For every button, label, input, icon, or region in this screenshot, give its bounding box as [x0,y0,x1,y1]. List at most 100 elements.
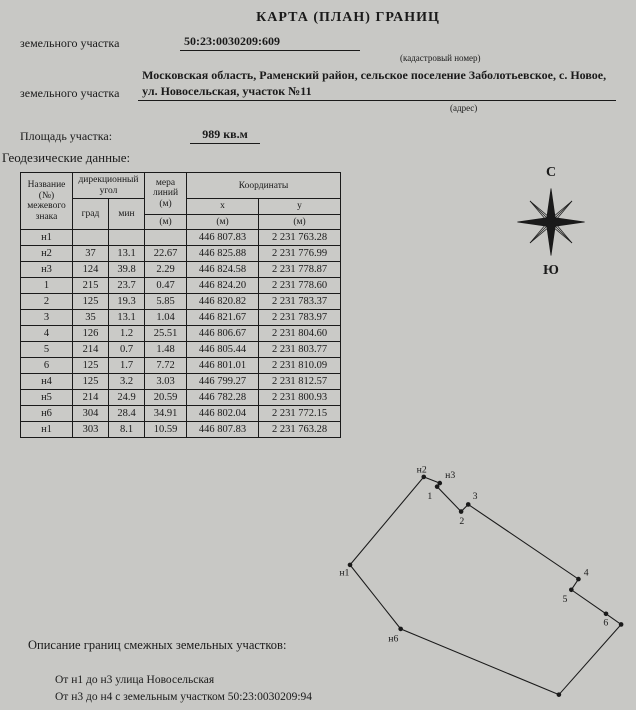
cell-y: 2 231 804.60 [259,326,341,342]
cell-x: 446 807.83 [187,230,259,246]
cell-m: 0.7 [109,342,145,358]
table-row: н521424.920.59446 782.282 231 800.93 [21,390,341,406]
parcel-point [557,692,562,697]
cell-d: 303 [73,422,109,438]
cell-m: 28.4 [109,406,145,422]
cell-m: 8.1 [109,422,145,438]
cell-y: 2 231 763.28 [259,422,341,438]
descr-title: Описание границ смежных земельных участк… [28,638,286,653]
th-len-unit: (м) [145,214,187,229]
cell-l: 7.72 [145,358,187,374]
descr-line: От н1 до н3 улица Новосельская [55,672,312,689]
cell-d: 214 [73,342,109,358]
cell-m: 13.1 [109,246,145,262]
cell-m: 1.7 [109,358,145,374]
compass-north: С [511,165,591,181]
parcel-point-label: н1 [339,568,349,579]
th-angle: дирекционный угол [73,173,145,199]
cell-d: 124 [73,262,109,278]
cell-n: н5 [21,390,73,406]
geodetic-table: Название (№) межевого знака дирекционный… [20,172,341,438]
table-row: 33513.11.04446 821.672 231 783.97 [21,310,341,326]
compass-rose-icon [516,187,586,257]
compass-south: Ю [511,263,591,279]
cell-x: 446 799.27 [187,374,259,390]
cell-d: 214 [73,390,109,406]
table-row: н1 446 807.832 231 763.28 [21,230,341,246]
cell-d: 125 [73,294,109,310]
th-min: мин [109,199,145,230]
cell-x: 446 801.01 [187,358,259,374]
parcel-outline [350,477,621,695]
cell-m: 39.8 [109,262,145,278]
parcel-point-label: н3 [445,470,455,481]
cell-x: 446 805.44 [187,342,259,358]
cell-n: н6 [21,406,73,422]
table-row: н13038.110.59446 807.832 231 763.28 [21,422,341,438]
cell-x: 446 824.20 [187,278,259,294]
parcel-point-label: 2 [459,516,464,527]
cell-y: 2 231 778.87 [259,262,341,278]
cell-y: 2 231 776.99 [259,246,341,262]
cell-l: 10.59 [145,422,187,438]
parcel-point-label: 4 [584,568,589,579]
parcel-point-label: 6 [603,617,608,628]
cell-y: 2 231 783.37 [259,294,341,310]
parcel-point-label: н6 [388,633,398,644]
cell-d: 215 [73,278,109,294]
cell-d [73,230,109,246]
cell-l: 2.29 [145,262,187,278]
cell-x: 446 782.28 [187,390,259,406]
table-row: н630428.434.91446 802.042 231 772.15 [21,406,341,422]
cell-d: 125 [73,374,109,390]
parcel-point-label: 3 [473,491,478,502]
address-sublabel: (адрес) [450,103,616,113]
address-value: Московская область, Раменский район, сел… [138,67,616,101]
cell-d: 126 [73,326,109,342]
cell-m: 19.3 [109,294,145,310]
cell-y: 2 231 772.15 [259,406,341,422]
cell-y: 2 231 803.77 [259,342,341,358]
table-row: н41253.23.03446 799.272 231 812.57 [21,374,341,390]
cell-n: 6 [21,358,73,374]
parcel-point [604,611,609,616]
parcel-point [348,563,353,568]
cell-n: н1 [21,230,73,246]
cell-d: 304 [73,406,109,422]
descr-line: От н3 до н4 с земельным участком 50:23:0… [55,689,312,706]
area-value: 989 кв.м [190,127,260,144]
table-row: 61251.77.72446 801.012 231 810.09 [21,358,341,374]
cell-n: 4 [21,326,73,342]
cell-l: 5.85 [145,294,187,310]
cell-l: 25.51 [145,326,187,342]
parcel-point [459,509,464,514]
cell-y: 2 231 778.60 [259,278,341,294]
descr-lines: От н1 до н3 улица Новосельская От н3 до … [55,672,312,705]
cell-y: 2 231 763.28 [259,230,341,246]
cell-y: 2 231 800.93 [259,390,341,406]
cell-d: 35 [73,310,109,326]
cell-x: 446 802.04 [187,406,259,422]
cell-m: 3.2 [109,374,145,390]
th-xm: (м) [187,214,259,229]
cell-x: 446 820.82 [187,294,259,310]
cell-l: 3.03 [145,374,187,390]
parcel-point [576,577,581,582]
cell-m [109,230,145,246]
cell-n: н2 [21,246,73,262]
table-row: 41261.225.51446 806.672 231 804.60 [21,326,341,342]
parcel-sketch: н1н2н3123456н6 [300,460,636,700]
cell-n: 1 [21,278,73,294]
parcel-point [466,502,471,507]
cell-n: 3 [21,310,73,326]
parcel-point [619,622,624,627]
cell-y: 2 231 810.09 [259,358,341,374]
cell-l: 1.48 [145,342,187,358]
parcel-point-label: 1 [427,491,432,502]
cell-x: 446 807.83 [187,422,259,438]
cell-l: 1.04 [145,310,187,326]
cell-l: 20.59 [145,390,187,406]
parcel-point-label: н2 [417,464,427,475]
cell-m: 24.9 [109,390,145,406]
cell-n: 5 [21,342,73,358]
